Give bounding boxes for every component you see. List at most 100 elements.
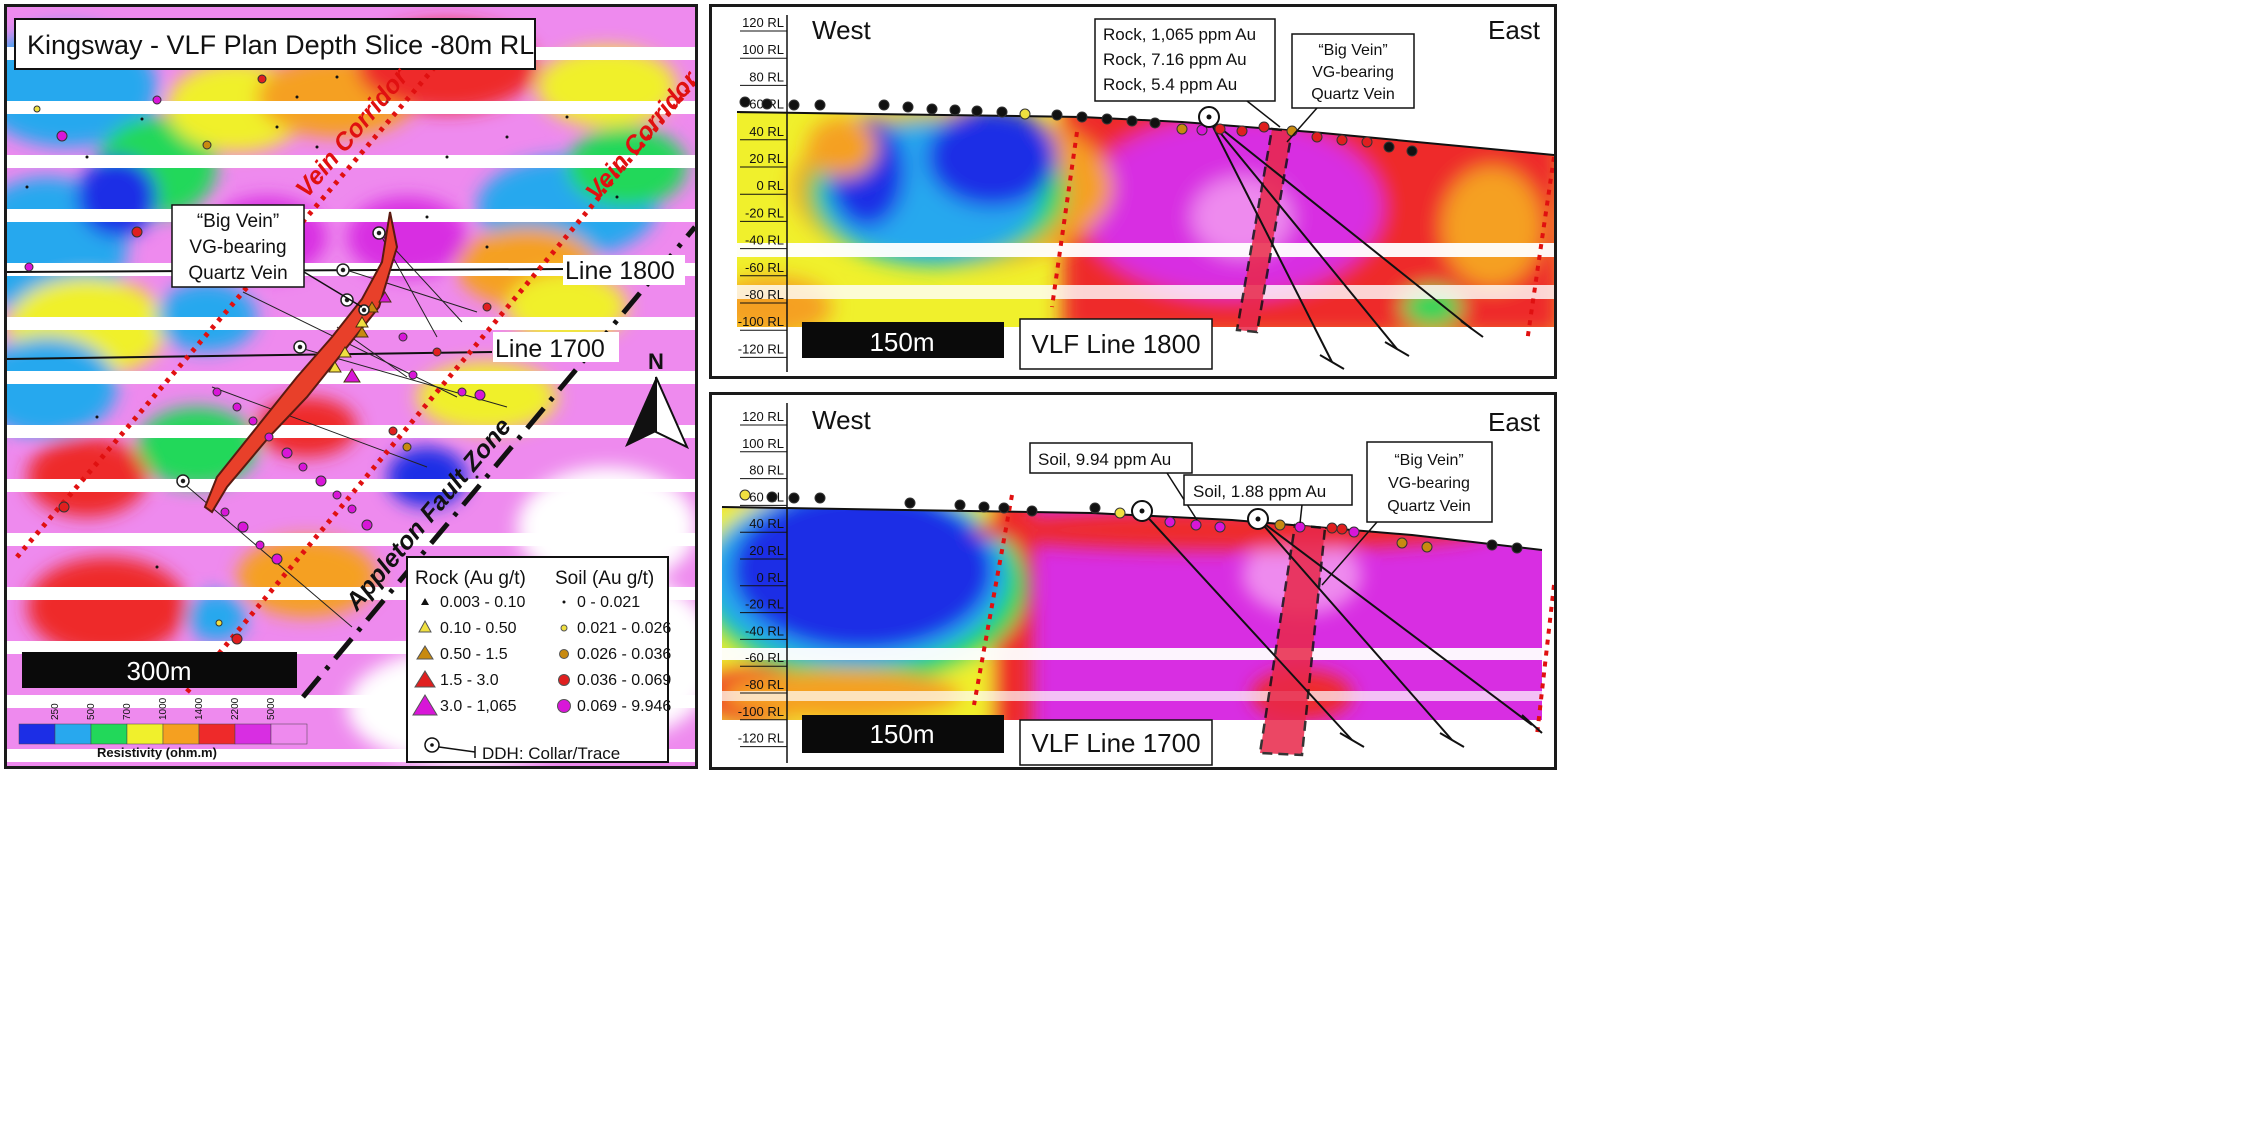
section-1800-rock-callout: Rock, 1,065 ppm Au Rock, 7.16 ppm Au Roc… — [1094, 18, 1281, 128]
legend-soil-row-4: 0.036 - 0.069 — [558, 672, 671, 689]
rl-label: -120 RL — [738, 731, 784, 746]
svg-text:Soil, 9.94 ppm Au: Soil, 9.94 ppm Au — [1038, 450, 1171, 469]
section-1700-west-label: West — [812, 405, 872, 435]
svg-text:150m: 150m — [869, 719, 934, 749]
rl-label: 20 RL — [749, 151, 784, 166]
section-1700-big-vein-callout: “Big Vein” VG-bearing Quartz Vein — [1321, 441, 1493, 586]
resistivity-swatch — [90, 723, 128, 745]
resistivity-swatch — [54, 723, 92, 745]
rl-label: -20 RL — [745, 205, 784, 220]
plan-map-panel: Kingsway - VLF Plan Depth Slice -80m RL … — [4, 4, 698, 769]
svg-text:0.036 - 0.069: 0.036 - 0.069 — [577, 672, 671, 689]
svg-text:150m: 150m — [869, 327, 934, 357]
section-1800-scale-bar: 150m — [802, 322, 1004, 358]
legend-soil-row-2: 0.021 - 0.026 — [560, 620, 671, 637]
legend-rock-row-1: 0.003 - 0.10 — [421, 594, 526, 611]
legend-soil-row-5: 0.069 - 9.946 — [557, 698, 671, 715]
rl-label: -60 RL — [745, 650, 784, 665]
rl-label: -80 RL — [745, 287, 784, 302]
soil-sample-points — [24, 74, 492, 645]
legend-rock-row-4: 1.5 - 3.0 — [414, 670, 499, 689]
resistivity-tick: 5000 — [266, 697, 277, 720]
resistivity-title: Resistivity (ohm.m) — [97, 745, 217, 760]
rl-label: -60 RL — [745, 260, 784, 275]
small-markers — [25, 75, 619, 569]
svg-text:3.0 - 1,065: 3.0 - 1,065 — [440, 698, 517, 715]
rl-label: -100 RL — [738, 314, 784, 329]
section-1700-soil-callout-1: Soil, 9.94 ppm Au — [1029, 442, 1198, 521]
resistivity-tick: 1400 — [194, 697, 205, 720]
big-vein-label-1: “Big Vein” — [197, 211, 279, 232]
big-vein-label-2: VG-bearing — [189, 237, 286, 258]
legend-soil-title: Soil (Au g/t) — [555, 568, 654, 589]
rl-label: 80 RL — [749, 69, 784, 84]
section-1800-east-label: East — [1488, 15, 1541, 45]
legend-rock-title: Rock (Au g/t) — [415, 568, 526, 589]
svg-text:1.5 - 3.0: 1.5 - 3.0 — [440, 672, 499, 689]
resistivity-tick: 250 — [50, 703, 61, 720]
rl-label: 0 RL — [757, 178, 784, 193]
sample-legend: Rock (Au g/t) Soil (Au g/t) 0.003 - 0.10… — [406, 556, 671, 763]
resistivity-swatch — [126, 723, 164, 745]
svg-text:Soil, 1.88 ppm Au: Soil, 1.88 ppm Au — [1193, 482, 1326, 501]
rl-label: -120 RL — [738, 341, 784, 356]
svg-text:0.069 - 9.946: 0.069 - 9.946 — [577, 698, 671, 715]
rock-callout-1: Rock, 1,065 ppm Au — [1103, 25, 1256, 44]
resistivity-tick: 1000 — [158, 697, 169, 720]
svg-text:VLF Line 1700: VLF Line 1700 — [1031, 728, 1200, 758]
svg-text:“Big Vein”: “Big Vein” — [1394, 452, 1463, 469]
section-1800-fault-lines — [1050, 131, 1554, 343]
rock-callout-2: Rock, 7.16 ppm Au — [1103, 50, 1247, 69]
rl-label: 40 RL — [749, 516, 784, 531]
rl-label: -40 RL — [745, 623, 784, 638]
rl-label: 20 RL — [749, 543, 784, 558]
rl-label: -100 RL — [738, 704, 784, 719]
north-arrow: N — [625, 349, 690, 450]
section-1700-ddh-collars — [1131, 500, 1269, 530]
north-label: N — [648, 349, 664, 374]
svg-text:VLF Line 1800: VLF Line 1800 — [1031, 329, 1200, 359]
rl-label: 80 RL — [749, 463, 784, 478]
line-label-1800: Line 1800 — [563, 255, 685, 285]
legend-rock-row-2: 0.10 - 0.50 — [418, 619, 517, 637]
svg-text:Line 1700: Line 1700 — [495, 335, 605, 363]
rl-label: 40 RL — [749, 124, 784, 139]
rock-callout-3: Rock, 5.4 ppm Au — [1103, 75, 1237, 94]
svg-text:DDH: Collar/Trace: DDH: Collar/Trace — [482, 744, 620, 763]
rl-label: -20 RL — [745, 597, 784, 612]
plan-title-box: Kingsway - VLF Plan Depth Slice -80m RL — [14, 18, 536, 70]
plan-scale-bar: 300m — [22, 652, 297, 688]
rl-label: 100 RL — [742, 42, 784, 57]
resistivity-swatch — [18, 723, 56, 745]
svg-text:Quartz Vein: Quartz Vein — [1311, 86, 1395, 103]
rl-label: 120 RL — [742, 409, 784, 424]
appleton-fault-zone-line — [301, 225, 695, 699]
legend-ddh-row: DDH: Collar/Trace — [424, 737, 620, 763]
legend-soil-row-3: 0.026 - 0.036 — [559, 646, 671, 663]
section-1800-west-label: West — [812, 15, 872, 45]
plan-map-svg: Kingsway - VLF Plan Depth Slice -80m RL … — [7, 7, 695, 766]
resistivity-tick: 700 — [122, 703, 133, 720]
legend-soil-row-1: 0 - 0.021 — [562, 594, 640, 611]
svg-text:VG-bearing: VG-bearing — [1312, 64, 1394, 81]
rl-label: 100 RL — [742, 436, 784, 451]
rl-label: -80 RL — [745, 677, 784, 692]
resistivity-swatch — [198, 723, 236, 745]
rl-label: 120 RL — [742, 15, 784, 30]
section-1800-big-vein-callout: “Big Vein” VG-bearing Quartz Vein — [1286, 33, 1415, 143]
line-label-1700: Line 1700 — [493, 332, 619, 363]
big-vein-label-3: Quartz Vein — [188, 263, 287, 284]
plan-scale-label: 300m — [126, 656, 191, 686]
section-1800-resistivity — [737, 112, 1554, 327]
section-1700-east-label: East — [1488, 407, 1541, 437]
section-1700-fault-lines — [972, 494, 1554, 736]
resistivity-map — [7, 7, 695, 766]
svg-text:Quartz Vein: Quartz Vein — [1387, 498, 1471, 515]
ddh-collars — [176, 226, 386, 488]
section-1700-soil-callout-2: Soil, 1.88 ppm Au — [1183, 474, 1353, 524]
section-1700-ddh-traces — [1141, 510, 1543, 748]
